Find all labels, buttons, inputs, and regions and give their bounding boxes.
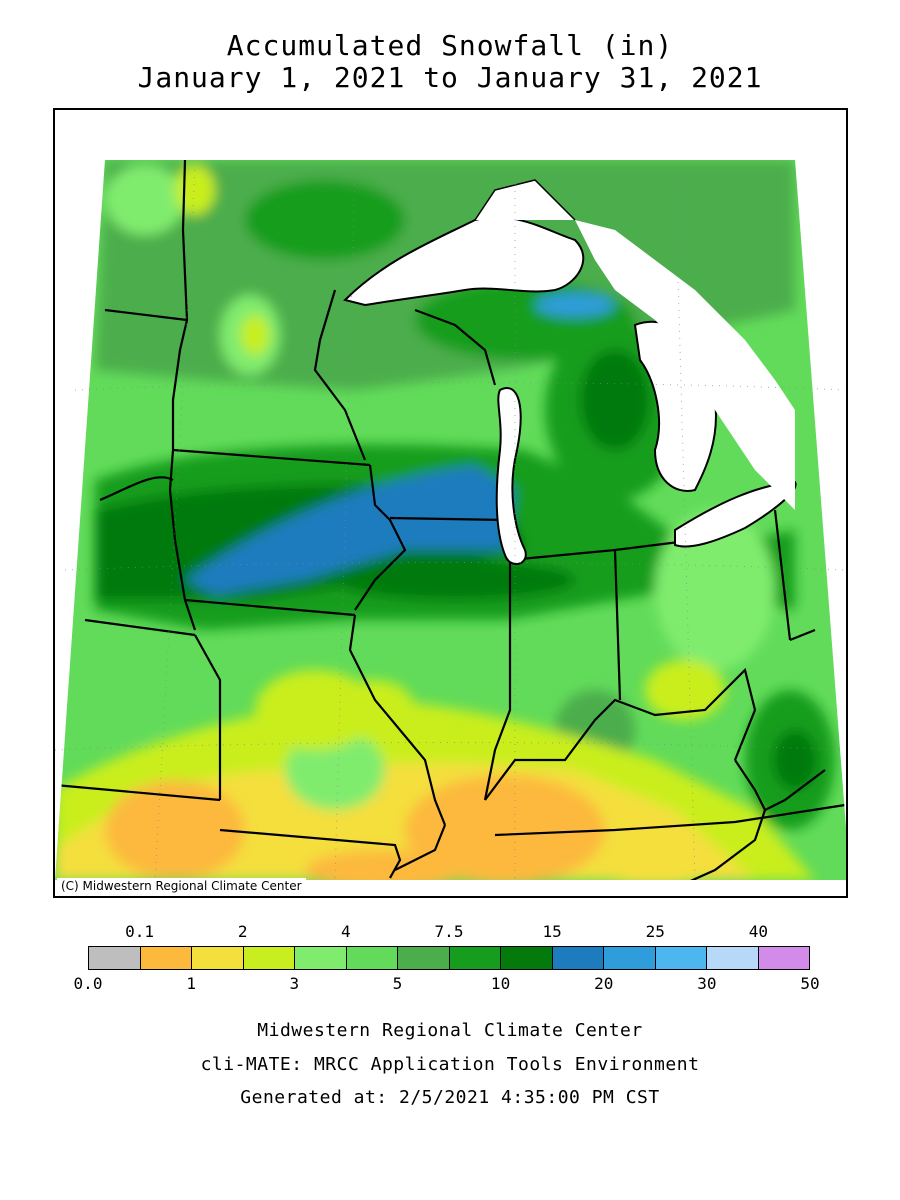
legend-bottom-label: 20 [594,974,614,993]
legend-swatch [655,947,707,969]
map-title-line-1: Accumulated Snowfall (in) [226,29,674,62]
legend-swatch [707,947,759,969]
legend-swatch [295,947,347,969]
legend-swatch [346,947,398,969]
snowfall-map: (C) Midwestern Regional Climate Center [53,108,848,898]
state-borders [55,160,846,880]
legend-bottom-label: 1 [186,974,196,993]
legend-swatch [89,947,141,969]
legend-swatch [449,947,501,969]
map-title-line-2: January 1, 2021 to January 31, 2021 [137,61,763,94]
lat-lon-grid [55,169,846,881]
legend-top-label: 4 [341,922,351,941]
legend-top-label: 7.5 [434,922,464,941]
legend-swatch [604,947,656,969]
legend-top-label: 25 [645,922,665,941]
legend-swatch [398,947,450,969]
legend-top-label: 2 [237,922,248,941]
legend-bottom-label: 30 [697,974,717,993]
legend-bottom-label: 3 [289,974,300,993]
legend-swatch [192,947,244,969]
map-canvas [55,110,846,896]
lake-superior [343,216,585,307]
footer-generated-time: Generated at: 2/5/2021 4:35:00 PM CST [240,1087,660,1108]
color-legend [88,946,810,970]
legend-top-label: 0.1 [125,922,155,941]
snowfall-contours [55,160,846,880]
legend-bottom-label: 10 [490,974,511,993]
legend-swatch [140,947,192,969]
legend-swatch [243,947,295,969]
footer-tool-name: cli-MATE: MRCC Application Tools Environ… [200,1054,700,1075]
legend-bottom-label: 50 [800,974,820,993]
legend-swatch [552,947,604,969]
legend-swatch [501,947,553,969]
legend-swatch [758,947,809,969]
legend-bottom-label: 5 [392,974,403,993]
copyright-label: (C) Midwestern Regional Climate Center [57,878,306,894]
footer-organization: Midwestern Regional Climate Center [257,1020,643,1041]
lake-michigan [495,387,527,565]
legend-top-label: 15 [542,922,562,941]
legend-bottom-label: 0.0 [73,974,103,993]
legend-top-label: 40 [748,922,769,941]
